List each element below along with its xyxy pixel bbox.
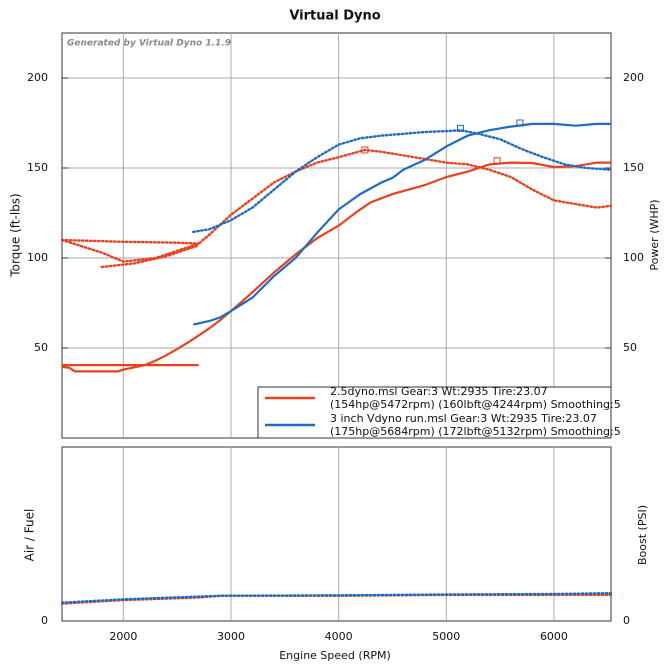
y2-tick-label: 200	[623, 71, 644, 84]
legend	[257, 386, 612, 439]
lower-y-axis-label: Air / Fuel	[23, 509, 37, 562]
y-axis-label: Torque (ft-lbs)	[9, 193, 23, 277]
x-axis-label: Engine Speed (RPM)	[279, 649, 391, 662]
y2-axis-label: Power (WHP)	[648, 199, 661, 270]
power-line	[61, 161, 611, 373]
y-tick-label: 200	[27, 71, 48, 84]
peak-marker	[457, 124, 465, 132]
y-tick-label: 150	[27, 161, 48, 174]
legend-label: 3 inch Vdyno run.msl Gear:3 Wt:2935 Tire…	[330, 412, 597, 425]
y2-tick-label: 50	[623, 341, 637, 354]
power-line	[193, 122, 611, 326]
lower-y2-axis-label: Boost (PSI)	[636, 505, 649, 565]
peak-marker	[493, 157, 501, 165]
x-tick-label: 6000	[540, 630, 568, 643]
x-tick-label: 3000	[217, 630, 245, 643]
chart-title: Virtual Dyno	[289, 9, 380, 24]
y2-tick-label: 150	[623, 161, 644, 174]
x-tick-label: 4000	[325, 630, 353, 643]
watermark: Generated by Virtual Dyno 1.1.9	[67, 39, 231, 49]
x-tick-label: 5000	[432, 630, 460, 643]
lower-y2-tick-label: 0	[623, 614, 630, 627]
legend-label: (154hp@5472rpm) (160lbft@4244rpm) Smooth…	[330, 398, 621, 411]
torque-line	[60, 148, 613, 269]
legend-label: (175hp@5684rpm) (172lbft@5132rpm) Smooth…	[330, 425, 621, 438]
y2-tick-label: 100	[623, 251, 644, 264]
y-tick-label: 100	[27, 251, 48, 264]
lower-y-tick-label: 0	[41, 614, 48, 627]
peak-marker	[516, 119, 524, 127]
plot-area	[61, 446, 612, 622]
torque-line	[192, 128, 613, 234]
legend-label: 2.5dyno.msl Gear:3 Wt:2935 Tire:23.07	[330, 385, 548, 398]
peak-marker	[361, 146, 369, 154]
y-tick-label: 50	[34, 341, 48, 354]
x-tick-label: 2000	[109, 630, 137, 643]
air-fuel-line	[60, 592, 613, 604]
